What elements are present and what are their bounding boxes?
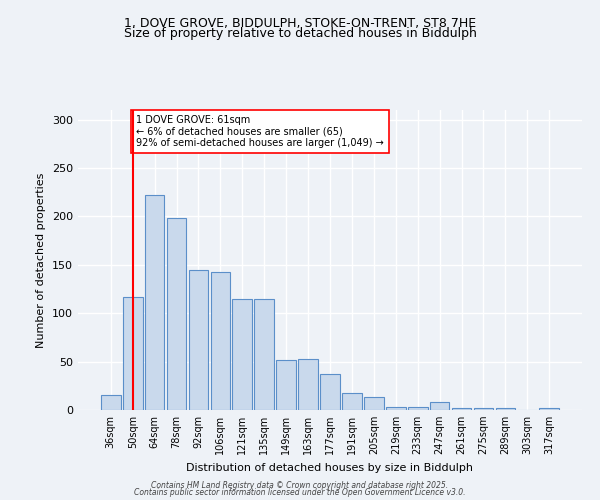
Bar xyxy=(145,195,164,410)
Bar xyxy=(298,358,318,410)
Bar xyxy=(320,374,340,410)
Bar xyxy=(276,360,296,410)
Text: Size of property relative to detached houses in Biddulph: Size of property relative to detached ho… xyxy=(124,28,476,40)
Bar xyxy=(496,408,515,410)
Bar xyxy=(232,298,252,410)
Bar xyxy=(452,408,472,410)
Bar xyxy=(211,272,230,410)
Bar xyxy=(408,407,428,410)
Bar xyxy=(473,408,493,410)
Bar xyxy=(539,408,559,410)
Bar xyxy=(364,398,384,410)
Bar xyxy=(101,396,121,410)
Bar xyxy=(167,218,187,410)
Text: Contains public sector information licensed under the Open Government Licence v3: Contains public sector information licen… xyxy=(134,488,466,497)
Bar xyxy=(430,402,449,410)
Bar xyxy=(342,392,362,410)
Bar xyxy=(386,407,406,410)
Bar xyxy=(254,298,274,410)
Bar xyxy=(188,270,208,410)
Text: Contains HM Land Registry data © Crown copyright and database right 2025.: Contains HM Land Registry data © Crown c… xyxy=(151,480,449,490)
Y-axis label: Number of detached properties: Number of detached properties xyxy=(37,172,46,348)
Bar xyxy=(123,297,143,410)
Text: 1, DOVE GROVE, BIDDULPH, STOKE-ON-TRENT, ST8 7HE: 1, DOVE GROVE, BIDDULPH, STOKE-ON-TRENT,… xyxy=(124,18,476,30)
X-axis label: Distribution of detached houses by size in Biddulph: Distribution of detached houses by size … xyxy=(187,462,473,472)
Text: 1 DOVE GROVE: 61sqm
← 6% of detached houses are smaller (65)
92% of semi-detache: 1 DOVE GROVE: 61sqm ← 6% of detached hou… xyxy=(136,115,384,148)
